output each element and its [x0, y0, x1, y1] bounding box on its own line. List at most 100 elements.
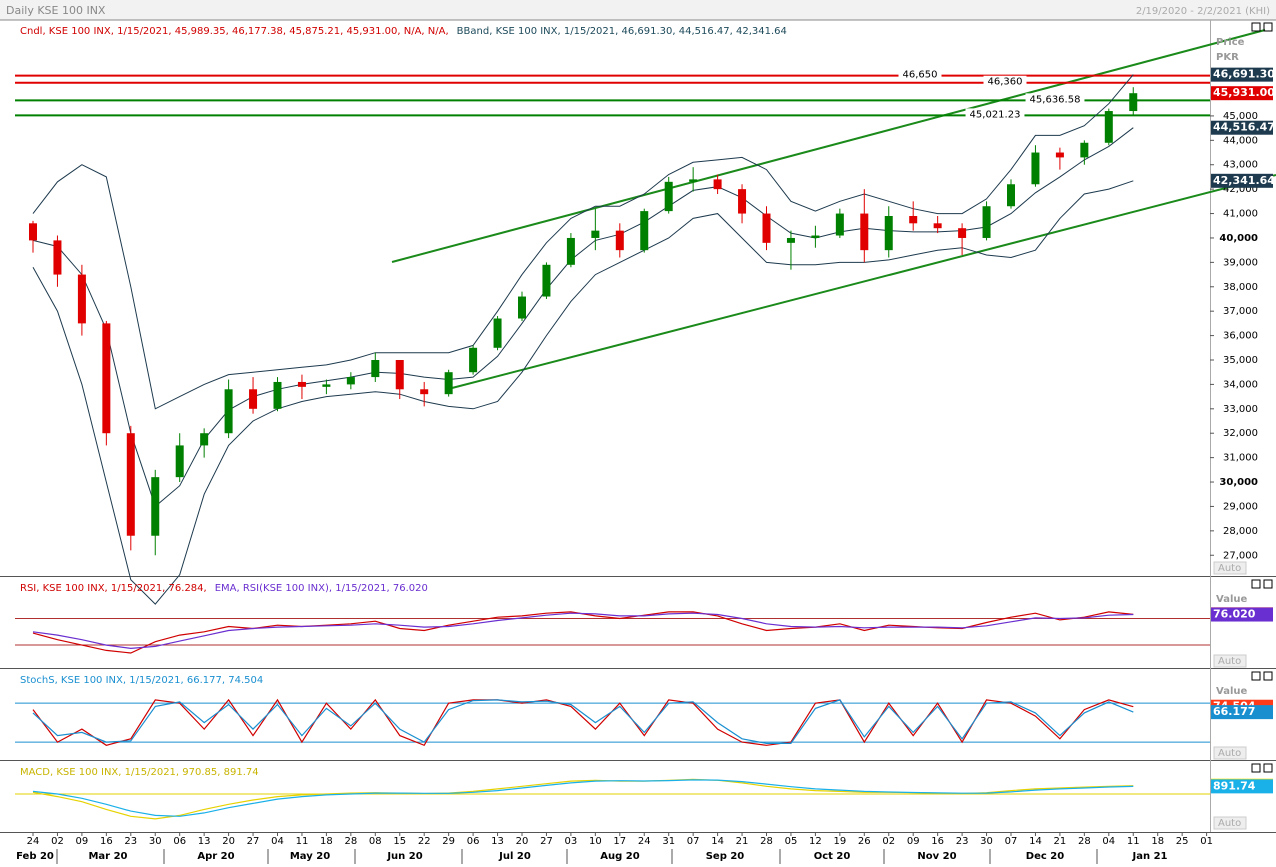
candle-body	[420, 389, 429, 395]
panel-button	[1263, 22, 1273, 32]
x-tick-label: 16	[100, 836, 113, 847]
x-tick-label: 28	[1078, 836, 1091, 847]
candle-body	[1104, 111, 1113, 143]
y-tick-label: 43,000	[1223, 160, 1258, 171]
x-tick-label: 08	[369, 836, 382, 847]
level-label-bg	[1025, 93, 1085, 106]
x-tick-label: 01	[1200, 836, 1213, 847]
y-tick-label: 42,000	[1223, 184, 1258, 195]
candle-body	[933, 223, 942, 229]
x-tick-label: 11	[1127, 836, 1140, 847]
candle-body	[444, 372, 453, 395]
indicator-line	[32, 699, 1134, 744]
price-tag-label: 45,931.00	[1213, 86, 1275, 99]
indicator-line	[32, 779, 1134, 817]
month-label: May 20	[290, 851, 330, 862]
panel-button	[1251, 671, 1261, 681]
candle-body	[1129, 93, 1138, 112]
x-tick-label: 07	[1005, 836, 1018, 847]
trend-line	[391, 29, 1266, 263]
candle-body	[958, 228, 967, 238]
month-label: Jul 20	[498, 851, 531, 862]
y-tick-label: 27,000	[1223, 550, 1258, 561]
auto-button	[1213, 746, 1247, 760]
x-tick-label: 05	[785, 836, 798, 847]
candle-body	[664, 181, 673, 212]
panel-button	[1251, 763, 1261, 773]
trend-line	[451, 174, 1276, 389]
y-tick-label: 34,000	[1223, 379, 1258, 390]
x-tick-label: 02	[51, 836, 64, 847]
candle-body	[713, 179, 722, 190]
x-tick-label: 29	[442, 836, 455, 847]
title-bar	[0, 0, 1276, 20]
candle-body	[493, 318, 502, 348]
x-tick-label: 26	[858, 836, 871, 847]
x-tick-label: 28	[344, 836, 357, 847]
auto-button	[1213, 654, 1247, 668]
legend-entry: MACD, KSE 100 INX, 1/15/2021, 970.85, 89…	[20, 767, 259, 778]
axis-title: Value	[1216, 594, 1247, 605]
x-tick-label: 07	[687, 836, 700, 847]
x-tick-label: 14	[711, 836, 724, 847]
month-label: Mar 20	[88, 851, 127, 862]
auto-label: Auto	[1218, 818, 1241, 829]
x-tick-label: 27	[247, 836, 260, 847]
band-line	[32, 74, 1134, 410]
month-label: Jun 20	[386, 851, 422, 862]
x-tick-label: 16	[931, 836, 944, 847]
candle-body	[566, 237, 575, 265]
level-label: 45,636.58	[1030, 94, 1081, 105]
x-tick-label: 20	[516, 836, 529, 847]
x-tick-label: 20	[222, 836, 235, 847]
candle-body	[175, 445, 184, 478]
auto-label: Auto	[1218, 656, 1241, 667]
x-tick-label: 27	[540, 836, 553, 847]
month-label: Apr 20	[197, 851, 234, 862]
candle-body	[1080, 142, 1089, 158]
candle-body	[200, 433, 209, 446]
y-tick-label: 45,000	[1223, 111, 1258, 122]
candle-body	[615, 230, 624, 251]
month-label: Nov 20	[917, 851, 956, 862]
y-tick-label: 35,000	[1223, 355, 1258, 366]
candle-body	[224, 389, 233, 434]
candle-body	[273, 381, 282, 409]
candle-body	[297, 381, 306, 387]
candle-body	[982, 206, 991, 238]
indicator-line	[32, 612, 1134, 650]
x-tick-label: 17	[613, 836, 626, 847]
x-tick-label: 06	[173, 836, 186, 847]
legend-entry: RSI, KSE 100 INX, 1/15/2021, 76.284,	[20, 583, 207, 594]
candle-body	[29, 223, 37, 241]
x-tick-label: 22	[418, 836, 431, 847]
x-tick-label: 13	[491, 836, 504, 847]
candle-body	[591, 230, 600, 238]
candle-body	[518, 296, 526, 319]
band-line	[32, 127, 1134, 508]
candle-body	[77, 274, 86, 324]
x-tick-label: 19	[833, 836, 846, 847]
x-tick-label: 06	[467, 836, 480, 847]
price-tag-label: 76.020	[1213, 608, 1256, 621]
candle-body	[786, 237, 795, 243]
x-tick-label: 14	[1029, 836, 1042, 847]
price-tag	[1211, 705, 1273, 720]
x-tick-label: 25	[1176, 836, 1189, 847]
x-tick-label: 02	[882, 836, 895, 847]
price-tag-label: 46,691.30	[1213, 68, 1275, 81]
panel-button	[1251, 579, 1261, 589]
legend-entry: EMA, RSI(KSE 100 INX), 1/15/2021, 76.020	[215, 583, 428, 594]
x-tick-label: 23	[124, 836, 137, 847]
y-tick-label: 39,000	[1223, 257, 1258, 268]
axis-title: PKR	[1216, 52, 1239, 63]
candle-body	[811, 235, 820, 238]
month-label: Oct 20	[814, 851, 851, 862]
x-tick-label: 12	[809, 836, 822, 847]
x-tick-label: 11	[296, 836, 309, 847]
window-title: Daily KSE 100 INX	[6, 4, 106, 17]
candle-body	[151, 477, 160, 536]
x-tick-label: 09	[76, 836, 89, 847]
month-label: Sep 20	[706, 851, 745, 862]
